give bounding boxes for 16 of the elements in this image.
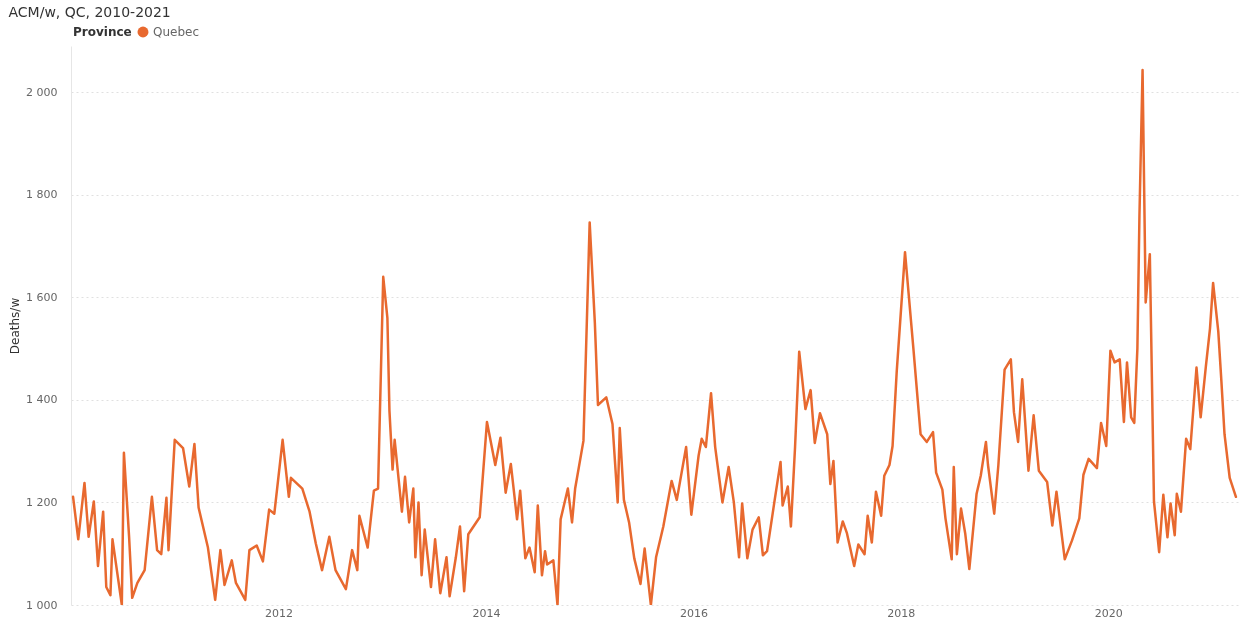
legend-title: Province (73, 25, 132, 39)
legend-label: Quebec (153, 25, 200, 39)
x-tick-label: 2020 (1094, 606, 1123, 620)
y-tick-label: 1 800 (26, 188, 58, 202)
y-tick-label: 1 400 (26, 393, 58, 407)
chart-title: ACM/w, QC, 2010-2021 (8, 4, 171, 20)
y-axis-title: Deaths/w (8, 297, 23, 355)
x-tick-label: 2012 (264, 606, 293, 620)
y-tick-label: 1 000 (26, 598, 58, 612)
line-series (71, 68, 1238, 605)
y-tick-label: 2 000 (26, 85, 58, 99)
x-tick-label: 2014 (472, 606, 501, 620)
x-tick-label: 2018 (887, 606, 916, 620)
y-tick-label: 1 600 (26, 290, 58, 304)
y-tick-label: 1 200 (26, 495, 58, 509)
x-tick-label: 2016 (679, 606, 708, 620)
